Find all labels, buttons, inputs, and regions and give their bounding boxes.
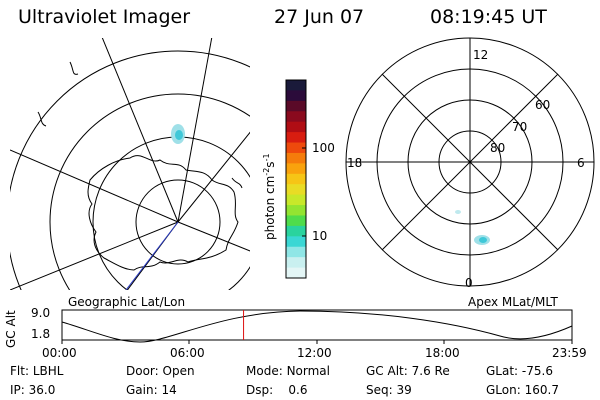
mlat-label-80: 80: [490, 141, 506, 155]
altitude-curve: [61, 310, 573, 343]
coastline: [231, 177, 243, 189]
instrument-title: Ultraviolet Imager: [18, 6, 191, 28]
left-map-caption: Geographic Lat/Lon: [68, 295, 186, 309]
meridian: [10, 221, 179, 290]
coastline: [37, 111, 47, 127]
colorbar-band: [286, 205, 306, 216]
colorbar-band: [286, 111, 306, 123]
colorbar-band: [286, 194, 306, 206]
timeline-tick: 00:00: [42, 346, 77, 360]
colorbar-band: [286, 236, 306, 248]
info-gcalt: GC Alt: 7.6 Re: [366, 364, 450, 378]
info-glon: GLon: 160.7: [486, 383, 559, 397]
timeline-tick: 18:00: [425, 346, 460, 360]
timeline-frame: [61, 309, 573, 341]
info-flt: Flt: LBHL: [10, 364, 64, 378]
colorbar-band: [286, 142, 306, 154]
lat-circle: [135, 179, 221, 265]
meridian: [101, 38, 179, 223]
info-gain: Gain: 14: [126, 383, 177, 397]
colorbar-band: [286, 215, 306, 227]
colorbar-unit-label: photon cm-2s-1: [262, 153, 277, 240]
colorbar-band: [286, 184, 306, 196]
timeline-ymin: 1.8: [31, 327, 51, 341]
lat-circle: [49, 93, 250, 290]
timeline-tick: 23:59: [552, 346, 587, 360]
meridian: [177, 38, 213, 223]
colorbar-band: [286, 100, 306, 112]
colorbar-band: [286, 90, 306, 102]
colorbar-band: [286, 132, 306, 144]
coastline: [69, 61, 79, 75]
mlt-line: [381, 73, 559, 251]
aurora-patch: [171, 124, 185, 144]
meridian: [177, 131, 250, 223]
timeline-ymax: 9.0: [31, 306, 51, 320]
colorbar-tick-label: 10: [312, 229, 328, 243]
coastline: [87, 155, 239, 271]
info-seq: Seq: 39: [366, 383, 412, 397]
info-door: Door: Open: [126, 364, 195, 378]
colorbar-band: [286, 152, 306, 164]
time-label: 08:19:45 UT: [430, 6, 547, 28]
colorbar-band: [286, 257, 306, 269]
colorbar-band: [286, 267, 306, 279]
info-ip: IP: 36.0: [10, 383, 56, 397]
aurora-patch: [455, 210, 490, 245]
meridian: [10, 149, 179, 223]
info-mode: Mode: Normal: [246, 364, 330, 378]
info-dsp: Dsp: 0.6: [246, 383, 308, 397]
lat-circle: [10, 50, 250, 290]
colorbar-band: [286, 163, 306, 175]
mlt-label-right: 6: [577, 156, 585, 170]
terminator-line: [125, 221, 179, 290]
mlat-label-70: 70: [512, 120, 528, 134]
colorbar-band: [286, 121, 306, 133]
mlt-label-bottom: 0: [465, 276, 473, 290]
colorbar-band: [286, 173, 306, 185]
mlt-label-left: 18: [347, 156, 363, 170]
colorbar: [286, 80, 306, 279]
magnetic-map: [345, 37, 595, 287]
colorbar-band: [286, 80, 306, 91]
colorbar-band: [286, 225, 306, 237]
timeline-tick: 12:00: [297, 346, 332, 360]
colorbar-band: [286, 246, 306, 258]
meridian: [177, 221, 250, 252]
timeline-ylabel: GC Alt: [4, 310, 18, 348]
info-glat: GLat: -75.6: [486, 364, 553, 378]
right-map-caption: Apex MLat/MLT: [468, 295, 558, 309]
colorbar-tick-label: 100: [312, 141, 335, 155]
colorbar-frame: [285, 79, 307, 279]
timeline-tick: 06:00: [170, 346, 205, 360]
mlt-label-top: 12: [473, 48, 489, 62]
mlat-label-60: 60: [535, 98, 551, 112]
date-label: 27 Jun 07: [274, 6, 365, 28]
